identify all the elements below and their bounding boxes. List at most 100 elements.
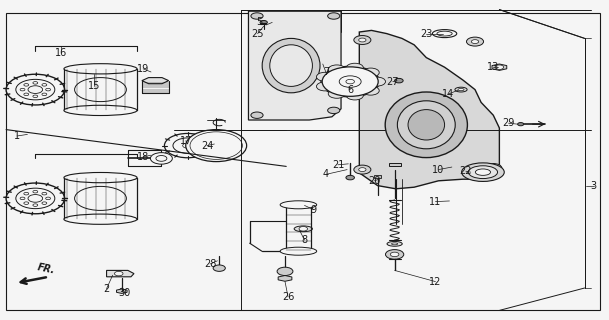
Circle shape xyxy=(277,267,293,276)
Ellipse shape xyxy=(64,172,137,183)
Circle shape xyxy=(24,93,29,96)
Circle shape xyxy=(24,192,29,195)
Text: 20: 20 xyxy=(368,176,381,186)
Circle shape xyxy=(42,192,47,195)
Ellipse shape xyxy=(64,64,137,74)
Ellipse shape xyxy=(280,201,317,209)
Text: 28: 28 xyxy=(204,259,216,269)
Circle shape xyxy=(362,68,379,77)
Circle shape xyxy=(328,107,340,114)
Circle shape xyxy=(33,190,38,193)
Ellipse shape xyxy=(74,186,127,211)
Circle shape xyxy=(6,183,65,214)
Circle shape xyxy=(213,265,225,271)
Ellipse shape xyxy=(392,243,398,245)
Circle shape xyxy=(328,89,345,98)
Circle shape xyxy=(328,13,340,19)
Ellipse shape xyxy=(74,78,127,102)
Circle shape xyxy=(251,13,263,19)
Text: 30: 30 xyxy=(119,288,131,298)
Circle shape xyxy=(346,79,354,84)
Ellipse shape xyxy=(64,214,137,224)
Text: 8: 8 xyxy=(301,235,308,245)
Circle shape xyxy=(359,38,366,42)
Circle shape xyxy=(260,20,267,24)
Ellipse shape xyxy=(64,105,137,116)
Polygon shape xyxy=(248,11,341,120)
Polygon shape xyxy=(492,64,507,70)
Text: 19: 19 xyxy=(137,64,149,74)
Ellipse shape xyxy=(455,87,467,92)
Text: 26: 26 xyxy=(282,292,294,302)
Text: 1: 1 xyxy=(14,131,20,141)
Circle shape xyxy=(42,84,47,86)
Circle shape xyxy=(33,204,38,206)
Text: 21: 21 xyxy=(332,160,344,170)
Circle shape xyxy=(299,203,308,207)
Circle shape xyxy=(317,82,334,91)
Bar xyxy=(389,163,401,166)
Text: 2: 2 xyxy=(104,284,110,294)
Circle shape xyxy=(251,112,263,118)
Polygon shape xyxy=(142,77,169,84)
Circle shape xyxy=(156,156,167,161)
Ellipse shape xyxy=(270,45,312,86)
Circle shape xyxy=(495,65,504,69)
Circle shape xyxy=(42,202,47,204)
Polygon shape xyxy=(116,289,127,293)
Circle shape xyxy=(114,271,123,276)
Polygon shape xyxy=(278,276,292,281)
Text: 16: 16 xyxy=(55,48,67,58)
Text: 13: 13 xyxy=(487,62,499,72)
Circle shape xyxy=(299,227,308,231)
Ellipse shape xyxy=(294,226,312,232)
Text: 4: 4 xyxy=(323,169,329,180)
Circle shape xyxy=(490,166,497,170)
Ellipse shape xyxy=(385,92,468,158)
Polygon shape xyxy=(107,270,134,277)
Ellipse shape xyxy=(437,31,452,36)
Text: 3: 3 xyxy=(591,180,597,191)
Circle shape xyxy=(16,79,55,100)
Ellipse shape xyxy=(294,202,312,208)
Ellipse shape xyxy=(262,38,320,93)
Circle shape xyxy=(485,164,502,172)
Circle shape xyxy=(339,76,361,87)
Ellipse shape xyxy=(280,247,317,255)
Circle shape xyxy=(390,252,399,257)
Text: 27: 27 xyxy=(387,76,399,87)
Circle shape xyxy=(471,40,479,44)
Circle shape xyxy=(20,88,25,91)
Circle shape xyxy=(354,165,371,174)
Circle shape xyxy=(347,63,364,72)
Circle shape xyxy=(42,93,47,96)
Text: 29: 29 xyxy=(502,118,515,128)
Circle shape xyxy=(20,197,25,200)
Text: 6: 6 xyxy=(347,84,353,95)
Text: 25: 25 xyxy=(252,28,264,39)
Ellipse shape xyxy=(468,166,498,179)
Circle shape xyxy=(24,202,29,204)
Circle shape xyxy=(150,153,172,164)
Text: 15: 15 xyxy=(88,81,100,92)
Circle shape xyxy=(33,95,38,98)
Text: 22: 22 xyxy=(460,166,472,176)
Text: 11: 11 xyxy=(429,196,442,207)
Text: 24: 24 xyxy=(201,140,213,151)
Text: FR.: FR. xyxy=(37,262,56,276)
Circle shape xyxy=(16,188,55,209)
Circle shape xyxy=(322,67,378,96)
Circle shape xyxy=(321,66,379,97)
Text: 5: 5 xyxy=(256,17,262,28)
Circle shape xyxy=(347,91,364,100)
Text: 10: 10 xyxy=(432,164,445,175)
Text: 7: 7 xyxy=(323,67,329,77)
Text: 14: 14 xyxy=(442,89,454,100)
Ellipse shape xyxy=(458,88,464,91)
Circle shape xyxy=(354,36,371,44)
Circle shape xyxy=(346,175,354,180)
Text: 9: 9 xyxy=(311,204,317,215)
Circle shape xyxy=(33,82,38,84)
Ellipse shape xyxy=(387,241,402,246)
Ellipse shape xyxy=(432,30,457,38)
